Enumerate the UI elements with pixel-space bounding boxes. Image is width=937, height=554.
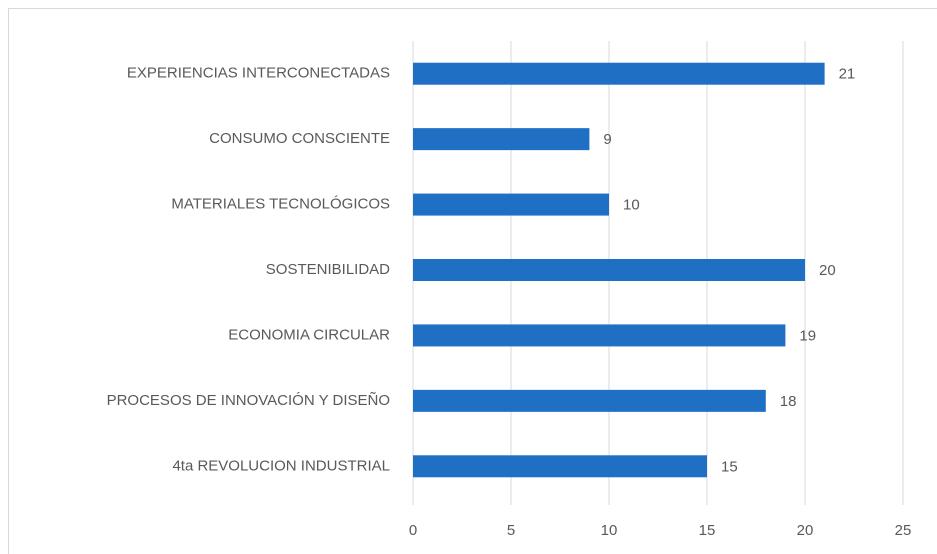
y-tick-label: CONSUMO CONSCIENTE <box>209 130 390 147</box>
bar <box>413 455 707 478</box>
y-tick-label: 4ta REVOLUCION INDUSTRIAL <box>172 457 390 474</box>
y-tick-label: MATERIALES TECNOLÓGICOS <box>171 196 390 213</box>
y-tick-label: PROCESOS DE INNOVACIÓN Y DISEÑO <box>107 392 390 409</box>
x-tick-label: 25 <box>895 522 912 539</box>
y-tick-label: ECONOMIA CIRCULAR <box>228 326 390 343</box>
bar <box>413 193 609 216</box>
data-label: 21 <box>839 66 856 83</box>
data-label: 15 <box>721 458 738 475</box>
data-label: 18 <box>780 393 797 410</box>
data-label: 19 <box>799 327 816 344</box>
bar <box>413 259 805 281</box>
data-label: 10 <box>623 197 640 214</box>
y-tick-label: EXPERIENCIAS INTERCONECTADAS <box>127 65 390 82</box>
x-tick-label: 15 <box>699 522 716 539</box>
bar <box>413 128 590 151</box>
bar <box>413 62 825 85</box>
x-tick-label: 10 <box>601 522 618 539</box>
x-tick-label: 5 <box>507 522 515 539</box>
y-tick-label: SOSTENIBILIDAD <box>266 261 390 278</box>
data-label: 20 <box>819 262 836 279</box>
bar <box>413 324 786 347</box>
x-tick-label: 20 <box>797 522 814 539</box>
data-label: 9 <box>603 131 611 148</box>
x-tick-label: 0 <box>409 522 417 539</box>
bar <box>413 389 766 412</box>
